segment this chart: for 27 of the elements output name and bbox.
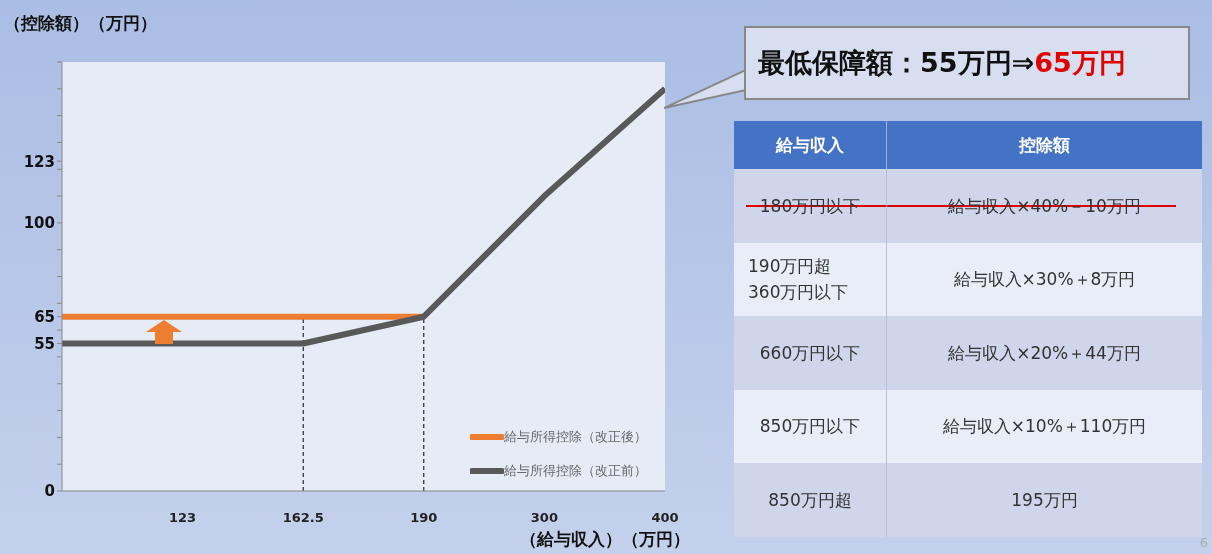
text: 660万円以下 bbox=[759, 342, 861, 363]
text: 850万円以下 bbox=[759, 416, 861, 437]
x-tick-label: 190 bbox=[410, 510, 438, 526]
y-axis-title: （控除額）（万円） bbox=[4, 12, 157, 35]
text: 850万円超 bbox=[768, 489, 852, 510]
x-tick-label: 300 bbox=[530, 510, 558, 526]
category-label: 給与収入 bbox=[774, 133, 845, 157]
text: 65万円 bbox=[1034, 46, 1126, 80]
text: 給与収入×10%＋110万円 bbox=[942, 416, 1147, 437]
y-tick-label: 123 bbox=[23, 152, 55, 171]
text: 6 bbox=[1199, 535, 1208, 550]
x-axis-title: （給与収入）（万円） bbox=[520, 528, 690, 551]
text: 給与収入×20%＋44万円 bbox=[948, 342, 1141, 363]
legend-label: 給与所得控除（改正後） bbox=[504, 428, 647, 446]
y-tick-label: 0 bbox=[44, 482, 55, 501]
y-tick-label: 55 bbox=[34, 334, 55, 353]
category-label: 控除額 bbox=[885, 121, 1202, 169]
legend-label: 給与所得控除（改正前） bbox=[504, 462, 647, 480]
x-tick-label: 123 bbox=[169, 510, 197, 526]
text: 195万円 bbox=[1011, 489, 1078, 510]
text: 給与収入×30%＋8万円 bbox=[953, 269, 1136, 290]
text: 190万円超 360万円以下 bbox=[748, 256, 849, 303]
y-tick-label: 65 bbox=[34, 308, 55, 327]
x-tick-label: 162.5 bbox=[282, 510, 324, 526]
y-tick-label: 100 bbox=[23, 214, 55, 233]
text: 最低保障額：55万円⇒ bbox=[758, 46, 1035, 80]
x-tick-label: 400 bbox=[651, 510, 679, 526]
